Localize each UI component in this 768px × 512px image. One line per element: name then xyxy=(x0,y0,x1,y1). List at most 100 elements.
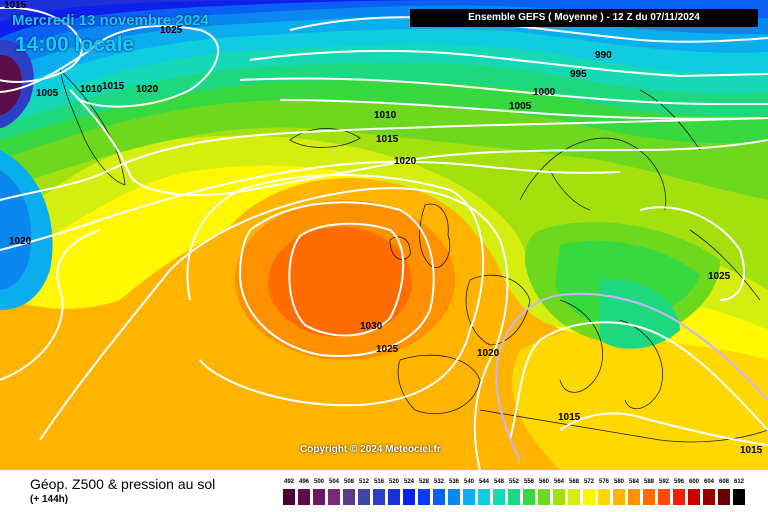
legend-label: 496 xyxy=(298,479,309,485)
legend-swatch xyxy=(568,489,580,505)
legend-item: 600 xyxy=(687,478,701,508)
isobar-label: 1015 xyxy=(740,445,763,456)
isobar-label: 1030 xyxy=(360,321,383,332)
legend-item: 500 xyxy=(312,478,326,508)
legend-item: 540 xyxy=(462,478,476,508)
legend-swatch xyxy=(478,489,490,505)
isobar-label: 1015 xyxy=(376,134,399,145)
legend-item: 572 xyxy=(582,478,596,508)
legend-item: 604 xyxy=(702,478,716,508)
isobar-label: 1010 xyxy=(80,84,103,95)
legend-label: 552 xyxy=(508,479,519,485)
legend-item: 544 xyxy=(477,478,491,508)
legend-item: 612 xyxy=(732,478,746,508)
legend-swatch xyxy=(583,489,595,505)
model-run-label: Ensemble GEFS ( Moyenne ) - 12 Z du 07/1… xyxy=(410,9,758,27)
isobar-label: 1015 xyxy=(102,81,125,92)
legend-item: 560 xyxy=(537,478,551,508)
legend-label: 544 xyxy=(478,479,489,485)
isobar-label: 1020 xyxy=(9,236,32,247)
legend-swatch xyxy=(313,489,325,505)
legend-item: 580 xyxy=(612,478,626,508)
legend-label: 512 xyxy=(358,479,369,485)
legend-label: 500 xyxy=(313,479,324,485)
isobar-label: 1025 xyxy=(160,25,183,36)
legend-item: 596 xyxy=(672,478,686,508)
isobar-label: 1015 xyxy=(4,0,27,11)
isobar-label: 1005 xyxy=(509,101,532,112)
legend-label: 612 xyxy=(733,479,744,485)
legend-label: 584 xyxy=(628,479,639,485)
legend-item: 504 xyxy=(327,478,341,508)
legend-swatch xyxy=(523,489,535,505)
legend-swatch xyxy=(373,489,385,505)
legend-label: 492 xyxy=(283,479,294,485)
legend-label: 540 xyxy=(463,479,474,485)
legend-label: 520 xyxy=(388,479,399,485)
legend-item: 496 xyxy=(297,478,311,508)
legend-swatch xyxy=(358,489,370,505)
isobar-label: 1010 xyxy=(374,110,397,121)
legend-item: 492 xyxy=(282,478,296,508)
isobar-label: 1025 xyxy=(376,344,399,355)
legend-label: 508 xyxy=(343,479,354,485)
legend-swatch xyxy=(403,489,415,505)
legend-item: 508 xyxy=(342,478,356,508)
legend-swatch xyxy=(718,489,730,505)
legend-swatch xyxy=(343,489,355,505)
legend-swatch xyxy=(673,489,685,505)
legend-swatch xyxy=(643,489,655,505)
isobar-label: 1005 xyxy=(36,88,59,99)
legend-swatch xyxy=(283,489,295,505)
legend-label: 516 xyxy=(373,479,384,485)
legend-swatch xyxy=(598,489,610,505)
copyright-notice: Copyright © 2024 Meteociel.fr xyxy=(300,444,441,455)
legend-swatch xyxy=(508,489,520,505)
color-legend: 492 496 500 504 508 512 516 520 524 528 532 536 540 5… xyxy=(282,478,752,508)
legend-item: 592 xyxy=(657,478,671,508)
legend-swatch xyxy=(328,489,340,505)
legend-item: 576 xyxy=(597,478,611,508)
legend-swatch xyxy=(433,489,445,505)
legend-item: 568 xyxy=(567,478,581,508)
legend-swatch xyxy=(628,489,640,505)
legend-label: 504 xyxy=(328,479,339,485)
legend-label: 600 xyxy=(688,479,699,485)
legend-item: 516 xyxy=(372,478,386,508)
legend-label: 592 xyxy=(658,479,669,485)
map-title: Géop. Z500 & pression au sol xyxy=(30,476,216,492)
legend-swatch xyxy=(298,489,310,505)
legend-item: 528 xyxy=(417,478,431,508)
legend-label: 548 xyxy=(493,479,504,485)
isobar-label: 1020 xyxy=(136,84,159,95)
legend-item: 584 xyxy=(627,478,641,508)
legend-item: 536 xyxy=(447,478,461,508)
isobar-label: 990 xyxy=(595,50,612,61)
legend-swatch xyxy=(448,489,460,505)
legend-label: 596 xyxy=(673,479,684,485)
legend-label: 536 xyxy=(448,479,459,485)
isobar-label: 1000 xyxy=(533,87,556,98)
legend-item: 520 xyxy=(387,478,401,508)
legend-swatch xyxy=(538,489,550,505)
legend-label: 588 xyxy=(643,479,654,485)
legend-item: 588 xyxy=(642,478,656,508)
legend-swatch xyxy=(703,489,715,505)
legend-item: 556 xyxy=(522,478,536,508)
legend-swatch xyxy=(463,489,475,505)
legend-swatch xyxy=(553,489,565,505)
isobar-label: 995 xyxy=(570,69,587,80)
legend-swatch xyxy=(658,489,670,505)
legend-item: 548 xyxy=(492,478,506,508)
legend-label: 532 xyxy=(433,479,444,485)
legend-label: 564 xyxy=(553,479,564,485)
isobar-label: 1020 xyxy=(477,348,500,359)
isobar-label: 1025 xyxy=(708,271,731,282)
isobar-label: 1015 xyxy=(558,412,581,423)
legend-swatch xyxy=(493,489,505,505)
legend-swatch xyxy=(613,489,625,505)
forecast-lead-time: (+ 144h) xyxy=(30,494,69,505)
legend-label: 580 xyxy=(613,479,624,485)
legend-swatch xyxy=(688,489,700,505)
legend-label: 528 xyxy=(418,479,429,485)
